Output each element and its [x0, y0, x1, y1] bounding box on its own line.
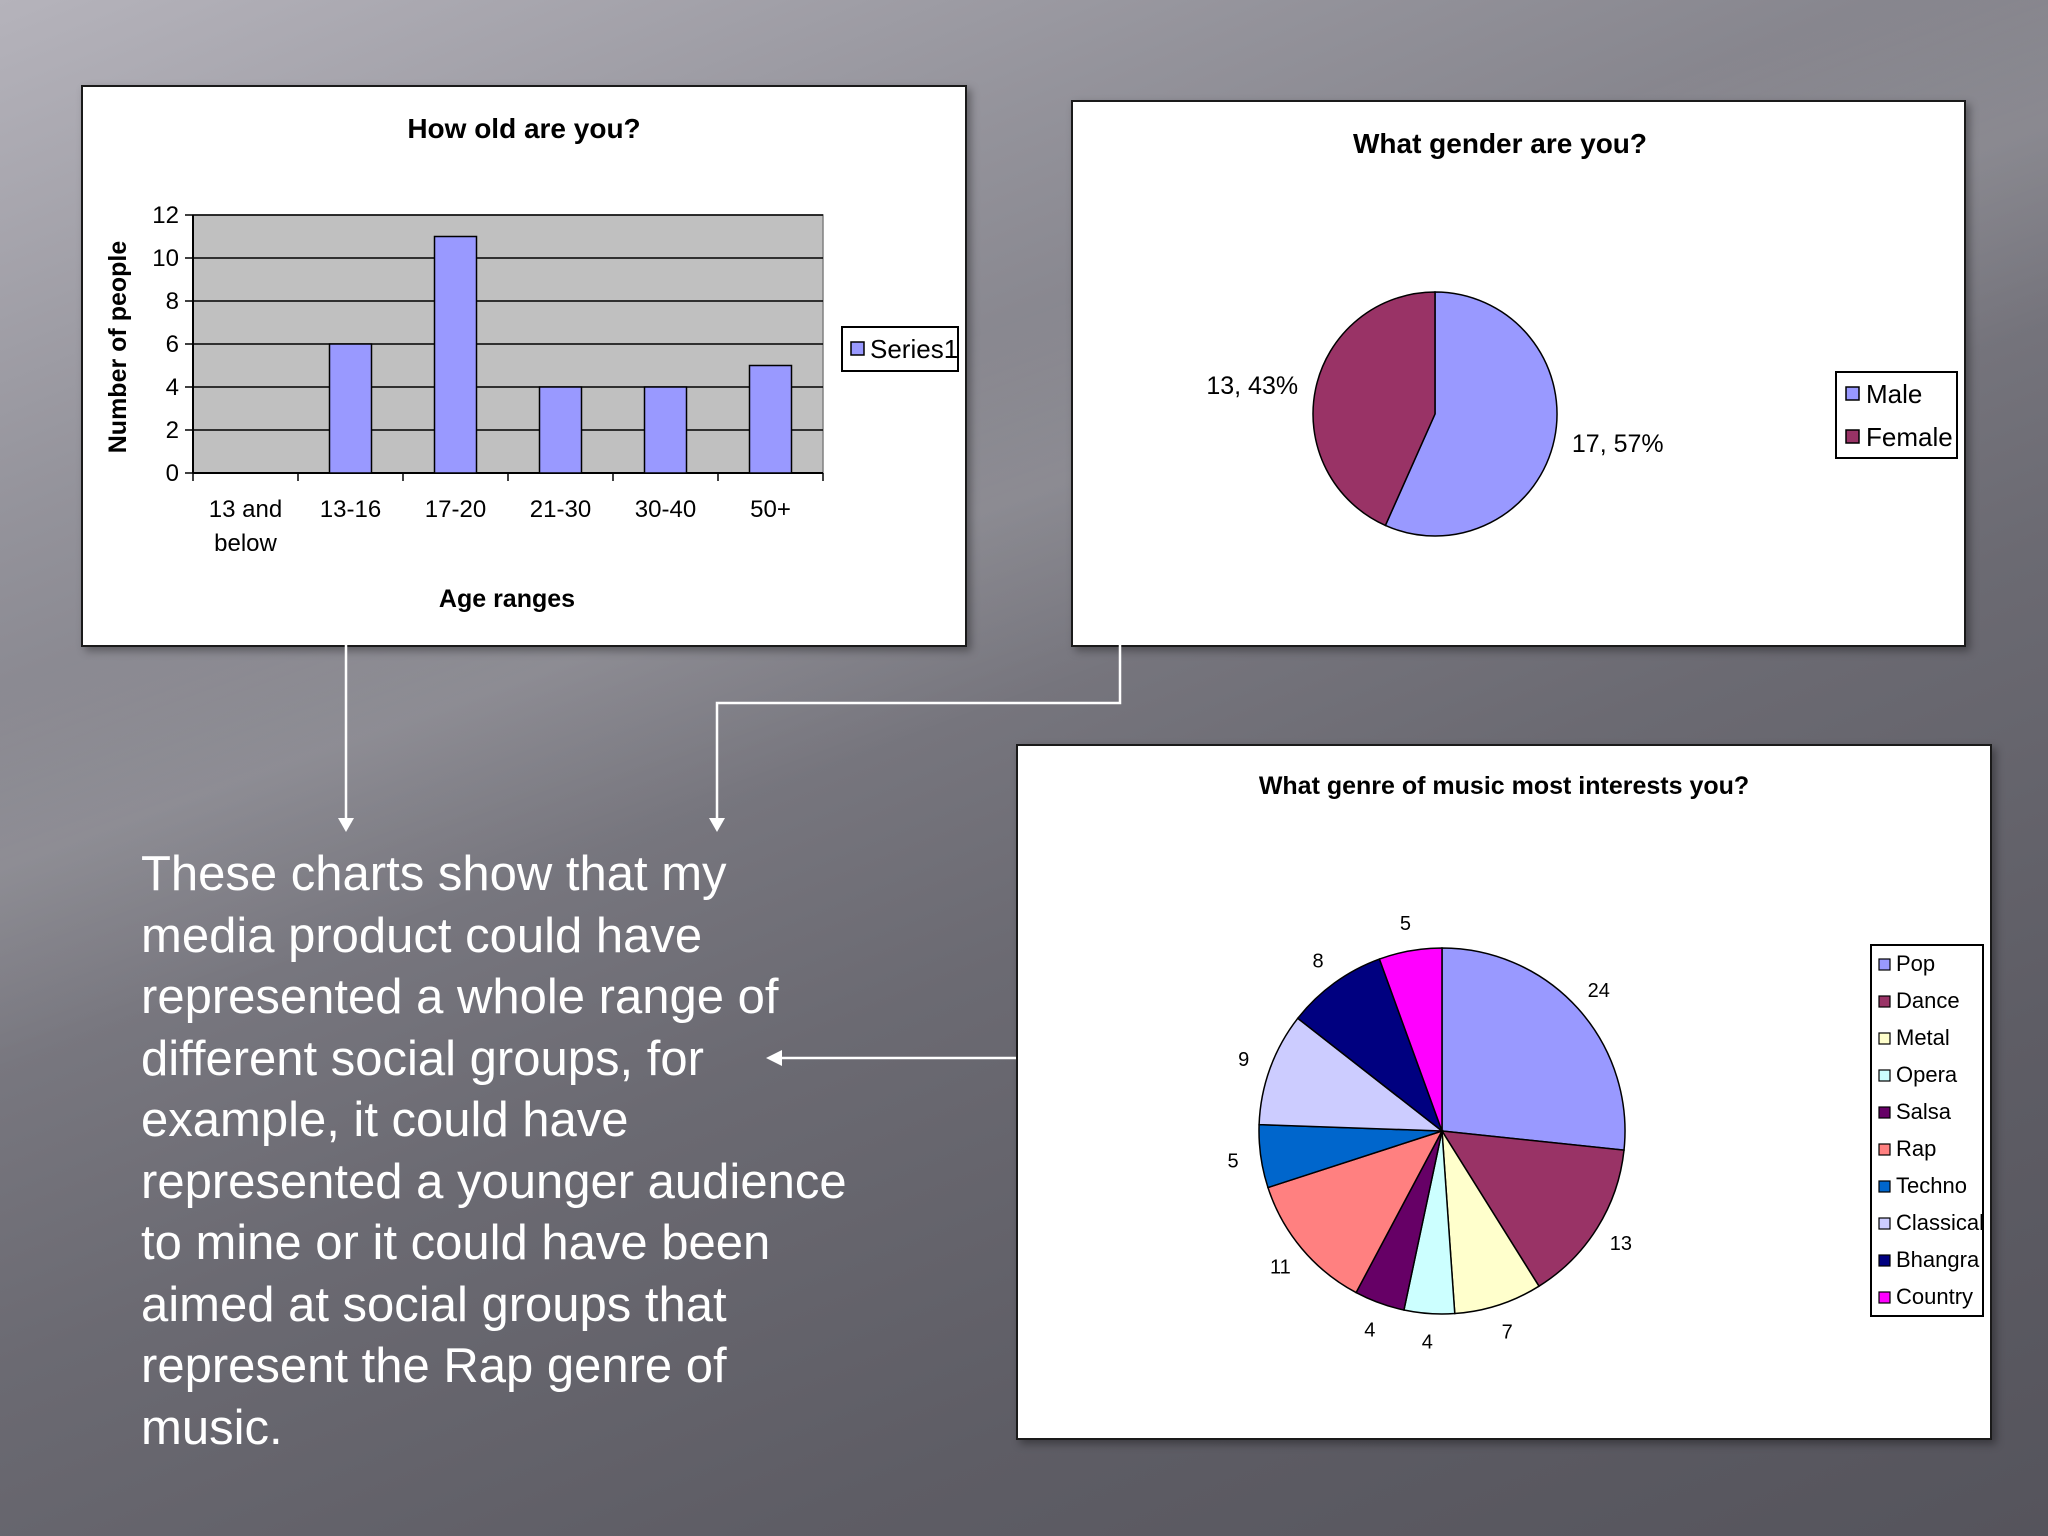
- age-bar-chart: How old are you? Number of people Age ra…: [104, 113, 959, 613]
- genre-slice-rap: [1267, 1129, 1444, 1294]
- x-tick-label: 30-40: [635, 496, 696, 523]
- gender-slice-male: [1384, 291, 1558, 537]
- gender-data-label-female: 13, 43%: [1206, 372, 1298, 400]
- bar-13-16: [328, 343, 373, 474]
- y-tick-label: 12: [152, 202, 179, 229]
- gender-legend-swatch-female: [1845, 429, 1860, 444]
- genre-chart-panel: What genre of music most interests you? …: [1016, 744, 1992, 1440]
- genre-legend-swatch-dance: [1878, 995, 1891, 1008]
- genre-legend-label-country: Country: [1896, 1284, 1973, 1309]
- genre-legend-swatch-country: [1878, 1291, 1891, 1304]
- y-tick-label: 8: [166, 288, 179, 315]
- genre-data-label-salsa: 4: [1364, 1319, 1375, 1341]
- y-tick-label: 0: [166, 460, 179, 487]
- y-tick-label: 2: [166, 417, 179, 444]
- genre-legend-swatch-pop: [1878, 958, 1891, 971]
- genre-legend-swatch-salsa: [1878, 1106, 1891, 1119]
- gender-chart-legend: Male Female: [1835, 371, 1958, 459]
- x-tick-label: 21-30: [530, 496, 591, 523]
- genre-data-label-country: 5: [1400, 913, 1411, 935]
- age-chart-x-axis-title: Age ranges: [439, 585, 575, 613]
- genre-slice-pop: [1441, 947, 1626, 1151]
- genre-legend-label-metal: Metal: [1896, 1025, 1950, 1050]
- genre-slice-dance: [1440, 1130, 1625, 1288]
- genre-data-label-dance: 13: [1610, 1233, 1632, 1255]
- x-tick-label: below: [214, 530, 277, 557]
- x-tick-label: 17-20: [425, 496, 486, 523]
- gender-legend-label-male: Male: [1866, 379, 1922, 409]
- genre-legend-label-salsa: Salsa: [1896, 1099, 1952, 1124]
- genre-legend-label-classical: Classical: [1896, 1210, 1984, 1235]
- genre-legend-swatch-metal: [1878, 1032, 1891, 1045]
- genre-legend-label-opera: Opera: [1896, 1062, 1958, 1087]
- gender-connector-line: [715, 643, 1122, 822]
- genre-legend-label-rap: Rap: [1896, 1136, 1936, 1161]
- genre-chart-title: What genre of music most interests you?: [1259, 772, 1749, 800]
- genre-slice-country: [1378, 947, 1443, 1132]
- y-tick-label: 10: [152, 245, 179, 272]
- genre-legend-label-dance: Dance: [1896, 988, 1960, 1013]
- genre-legend-swatch-techno: [1878, 1180, 1891, 1193]
- genre-legend-swatch-rap: [1878, 1143, 1891, 1156]
- bar-50: [748, 364, 793, 474]
- bar-30-40: [643, 386, 688, 474]
- summary-text: These charts show that my media product …: [141, 847, 847, 1455]
- genre-data-label-techno: 5: [1228, 1150, 1239, 1172]
- age-chart-panel: How old are you? Number of people Age ra…: [81, 85, 967, 647]
- genre-data-label-bhangra: 8: [1312, 950, 1323, 972]
- gender-legend-label-female: Female: [1866, 422, 1953, 452]
- x-tick-label: 50+: [750, 496, 791, 523]
- gender-slice-female: [1312, 291, 1436, 527]
- age-chart-y-axis-title: Number of people: [104, 241, 132, 454]
- genre-data-label-opera: 4: [1422, 1332, 1433, 1354]
- genre-arrowhead: [766, 1050, 782, 1066]
- genre-pie-slices: 24 13 7 4 4 11 5 9 8 5: [1228, 913, 1632, 1353]
- gender-pie-chart: What gender are you? 17, 57% 13, 43% Male…: [1206, 128, 1958, 537]
- y-tick-label: 4: [166, 374, 179, 401]
- genre-legend-swatch-classical: [1878, 1217, 1891, 1230]
- gender-pie-slices: 17, 57% 13, 43%: [1206, 291, 1664, 537]
- gender-arrowhead: [709, 818, 725, 832]
- genre-legend-label-pop: Pop: [1896, 951, 1935, 976]
- gender-chart-panel: What gender are you? 17, 57% 13, 43% Male…: [1071, 100, 1966, 647]
- x-tick-label: 13-16: [320, 496, 381, 523]
- genre-data-label-pop: 24: [1588, 980, 1610, 1002]
- genre-slice-bhangra: [1296, 958, 1444, 1134]
- x-tick-label: 13 and: [209, 496, 282, 523]
- genre-legend-swatch-opera: [1878, 1069, 1891, 1082]
- bar-17-20: [433, 235, 478, 474]
- genre-legend-label-bhangra: Bhangra: [1896, 1247, 1980, 1272]
- bar-21-30: [538, 386, 583, 474]
- age-legend-series-name: Series1: [870, 334, 958, 364]
- age-chart-legend: Series1: [841, 326, 959, 372]
- genre-data-label-rap: 11: [1270, 1257, 1291, 1279]
- gender-chart-title: What gender are you?: [1353, 128, 1647, 159]
- genre-slice-classical: [1258, 1017, 1445, 1132]
- genre-chart-legend: Pop Dance Metal Opera Salsa Rap Techno Classica…: [1870, 944, 1984, 1317]
- age-chart-title: How old are you?: [407, 113, 640, 144]
- age-arrowhead: [338, 818, 354, 832]
- y-tick-label: 6: [166, 331, 179, 358]
- gender-data-label-male: 17, 57%: [1572, 430, 1664, 458]
- genre-data-label-metal: 7: [1502, 1322, 1513, 1344]
- age-legend-swatch: [850, 341, 865, 356]
- age-chart-plot-area: 0 2 4 6 8 10 12 13 and below 13-16 17-20 21-30 30-40…: [152, 202, 824, 557]
- genre-data-label-classical: 9: [1238, 1049, 1249, 1071]
- genre-legend-swatch-bhangra: [1878, 1254, 1891, 1267]
- genre-pie-chart: What genre of music most interests you? …: [1228, 772, 1984, 1354]
- genre-legend-label-techno: Techno: [1896, 1173, 1967, 1198]
- gender-legend-swatch-male: [1845, 386, 1860, 401]
